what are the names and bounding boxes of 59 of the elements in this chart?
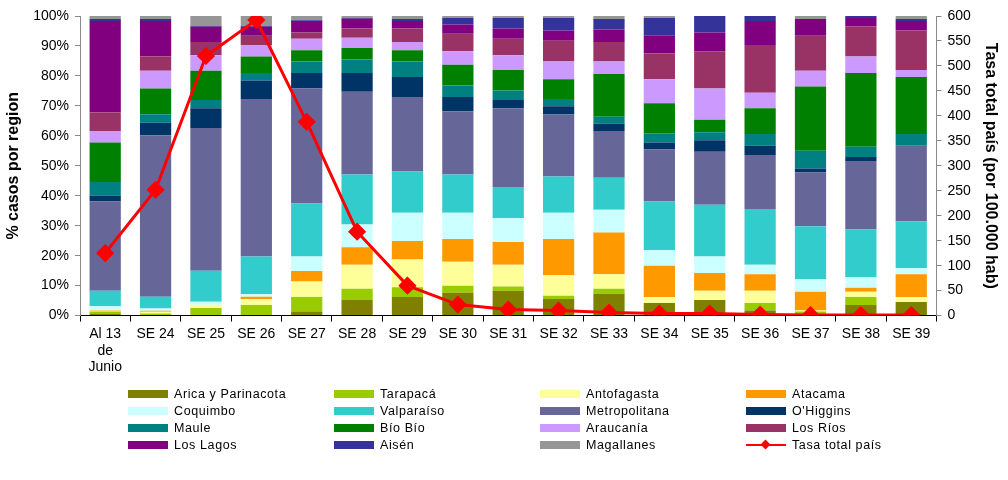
x-tick-label: SE 38 xyxy=(841,324,881,341)
y2-tick-label: 400 xyxy=(947,106,972,123)
legend-label: Los Ríos xyxy=(792,421,847,435)
y-tick-label: 50% xyxy=(40,156,70,173)
legend-label: Valparaíso xyxy=(380,404,445,418)
x-tick-label: SE 32 xyxy=(539,324,578,341)
y2-tick-label: 50 xyxy=(947,281,964,298)
y2-tick-label: 100 xyxy=(947,256,972,273)
y-tick-label: 20% xyxy=(40,246,70,263)
y2-tick-label: 350 xyxy=(947,131,972,148)
legend-label: Maule xyxy=(174,421,212,435)
legend-label: Bío Bío xyxy=(380,421,426,435)
legend-label: Aisén xyxy=(380,438,415,452)
x-tick-label: SE 36 xyxy=(741,324,780,341)
y-tick-label: 60% xyxy=(40,126,70,143)
x-tick-label: SE 29 xyxy=(388,324,427,341)
y2-tick-label: 600 xyxy=(947,6,972,23)
y2-tick-label: 150 xyxy=(947,231,972,248)
y-tick-label: 10% xyxy=(40,276,70,293)
legend-label: Atacama xyxy=(792,387,846,401)
y-tick-label: 100% xyxy=(33,6,70,23)
x-tick-label: SE 39 xyxy=(892,324,931,341)
y2-tick-label: 550 xyxy=(947,31,972,48)
legend-label: Metropolitana xyxy=(586,404,670,418)
y-tick-label: 70% xyxy=(40,96,70,113)
x-tick-label: SE 34 xyxy=(640,324,679,341)
y2-tick-label: 500 xyxy=(947,56,972,73)
y2-tick-label: 250 xyxy=(947,181,972,198)
legend-label: O'Higgins xyxy=(792,404,852,418)
x-tick-label: SE 28 xyxy=(338,324,377,341)
x-tick-label: SE 31 xyxy=(489,324,528,341)
y-tick-label: 90% xyxy=(40,36,70,53)
x-tick-label: SE 25 xyxy=(186,324,226,341)
x-tick-label: SE 24 xyxy=(136,324,175,341)
legend-label: Arica y Parinacota xyxy=(174,387,287,401)
x-tick-label: Al 13 de Junio xyxy=(88,324,123,375)
y-axis-title: % casos por region xyxy=(4,92,22,240)
y-tick-label: 30% xyxy=(40,216,70,233)
y2-axis-title: Tasa total país (por 100.000 hab) xyxy=(982,42,1000,289)
y-tick-label: 0% xyxy=(48,306,70,323)
x-tick-label: SE 35 xyxy=(690,324,730,341)
x-tick-label: SE 37 xyxy=(791,324,830,341)
legend-label: Antofagasta xyxy=(586,387,660,401)
legend-label: Tasa total país xyxy=(792,438,882,452)
x-tick-label: SE 27 xyxy=(287,324,326,341)
legend-label: Tarapacá xyxy=(380,387,437,401)
legend-label: Araucanía xyxy=(586,421,649,435)
y2-tick-label: 300 xyxy=(947,156,972,173)
legend-label: Los Lagos xyxy=(174,438,238,452)
y2-tick-label: 200 xyxy=(947,206,972,223)
legend-label: Coquimbo xyxy=(174,404,236,418)
x-tick-label: SE 26 xyxy=(237,324,276,341)
y-tick-label: 40% xyxy=(40,186,70,203)
y2-tick-label: 450 xyxy=(947,81,972,98)
y2-tick-label: 0 xyxy=(947,306,956,323)
x-tick-label: SE 30 xyxy=(438,324,478,341)
legend-label: Magallanes xyxy=(586,438,656,452)
y-tick-label: 80% xyxy=(40,66,70,83)
x-tick-label: SE 33 xyxy=(589,324,629,341)
